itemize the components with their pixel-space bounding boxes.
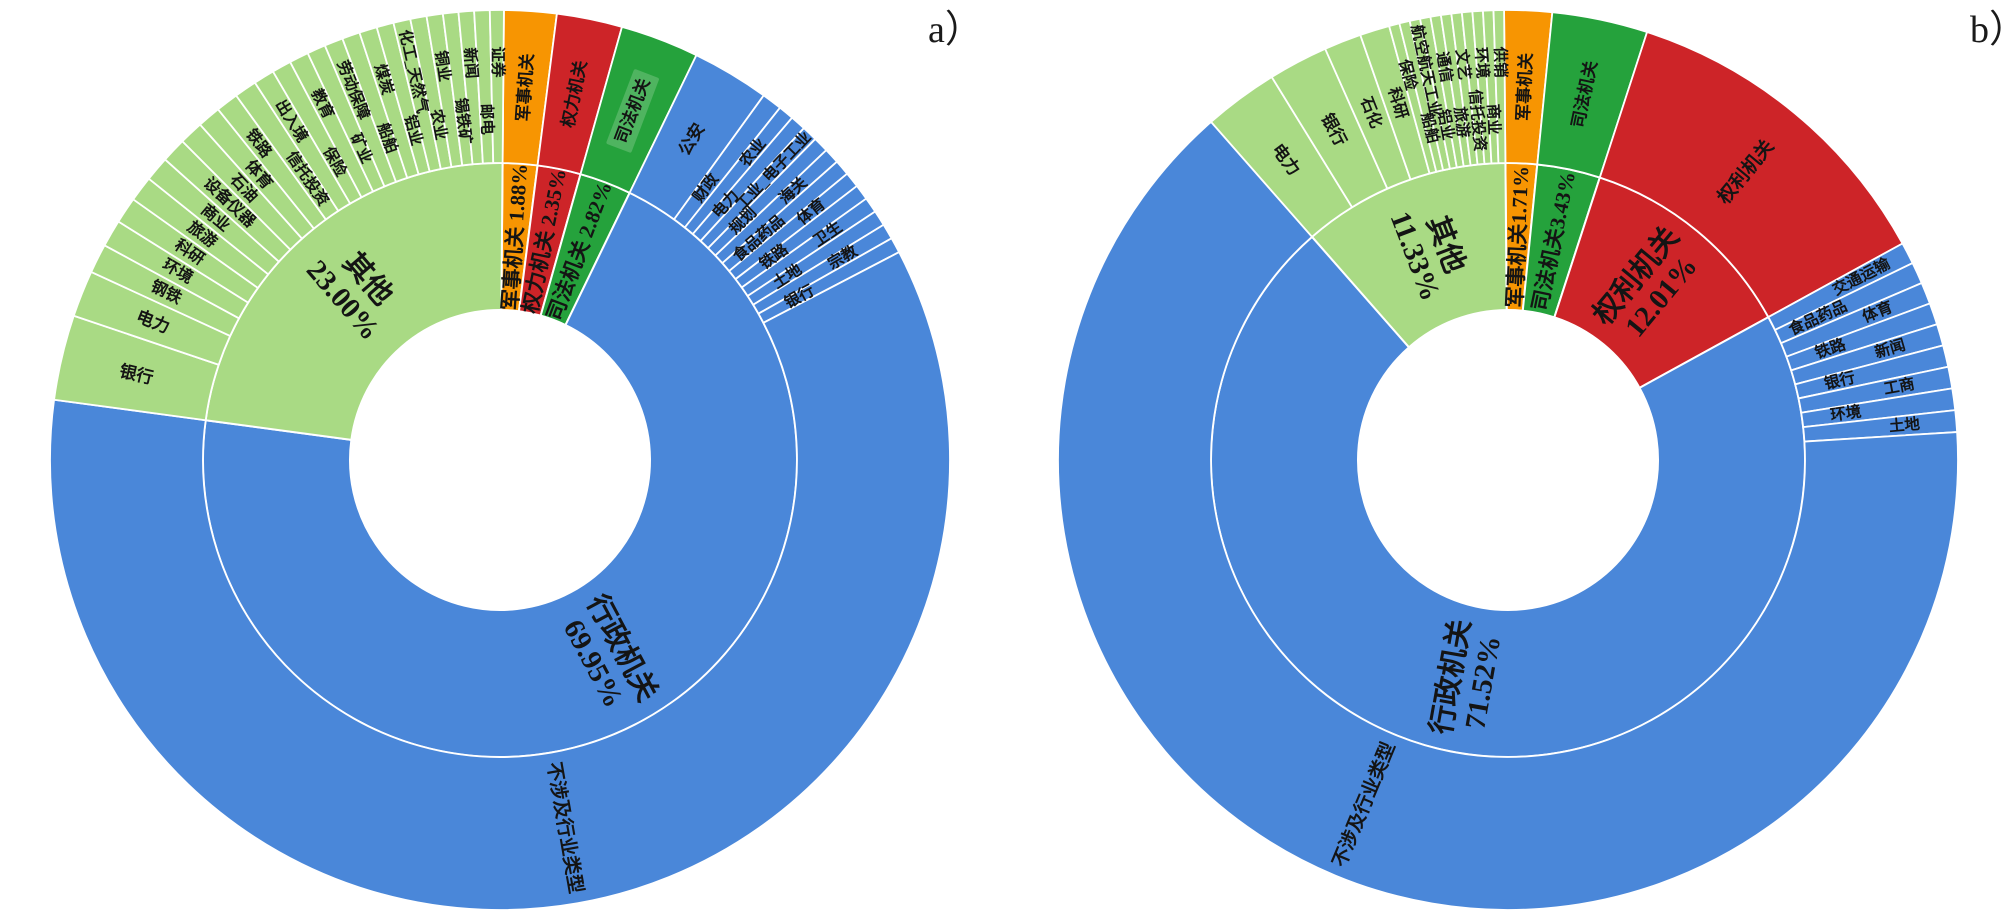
label-新闻: 新闻 [461, 47, 482, 79]
label-通信: 通信 [1433, 50, 1457, 84]
label-证券: 证券 [489, 46, 508, 78]
svg-text:证券: 证券 [489, 46, 508, 78]
svg-text:环境: 环境 [1829, 401, 1863, 424]
label-环境: 环境 [1472, 47, 1493, 80]
sunburst-subsegment-不涉及行业类型[interactable] [49, 251, 951, 911]
svg-text:文艺: 文艺 [1452, 48, 1474, 81]
svg-text:军事机关: 军事机关 [1513, 52, 1536, 121]
svg-text:通信: 通信 [1433, 50, 1457, 84]
label-军事机关: 军事机关 [513, 53, 538, 122]
label-铜业: 铜业 [432, 49, 455, 82]
label-土地: 土地 [1888, 414, 1921, 436]
svg-text:邮电: 邮电 [477, 103, 497, 135]
svg-text:新闻: 新闻 [461, 47, 482, 79]
label-行政机关: 行政机关71.52% [1424, 617, 1509, 744]
sunburst-subsegment-供销[interactable] [1492, 9, 1507, 165]
svg-text:供销: 供销 [1491, 45, 1511, 78]
label-军事机关: 军事机关 [1513, 52, 1536, 121]
svg-text:土地: 土地 [1888, 414, 1921, 436]
svg-text:环境: 环境 [1472, 47, 1493, 80]
label-邮电: 邮电 [477, 103, 497, 135]
sunburst-chart-a: 军事机关 1.88%权力机关 2.35%司法机关 2.82%行政机关69.95%… [49, 9, 951, 911]
label-供销: 供销 [1491, 45, 1511, 78]
label-旅游: 旅游 [1451, 105, 1474, 139]
svg-text:行政机关71.52%: 行政机关71.52% [1424, 617, 1509, 744]
sunburst-subsegment-证券[interactable] [488, 9, 505, 164]
label-文艺: 文艺 [1452, 48, 1474, 81]
label-环境: 环境 [1829, 401, 1863, 424]
chart-b-title: b） [1970, 9, 2008, 51]
sunburst-subsegment-不涉及行业类型[interactable] [1057, 120, 1959, 911]
label-highlight [606, 69, 659, 153]
svg-text:军事机关: 军事机关 [513, 53, 538, 122]
svg-text:旅游: 旅游 [1451, 105, 1474, 139]
svg-text:铜业: 铜业 [432, 49, 455, 82]
sunburst-chart-b: 军事机关1.71%司法机关3.43% 权利机关12.01%行政机关71.52%其他… [1057, 9, 1959, 911]
chart-a-title: a） [928, 9, 983, 51]
svg-text:商业: 商业 [1484, 103, 1504, 135]
label-商业: 商业 [1484, 103, 1504, 135]
